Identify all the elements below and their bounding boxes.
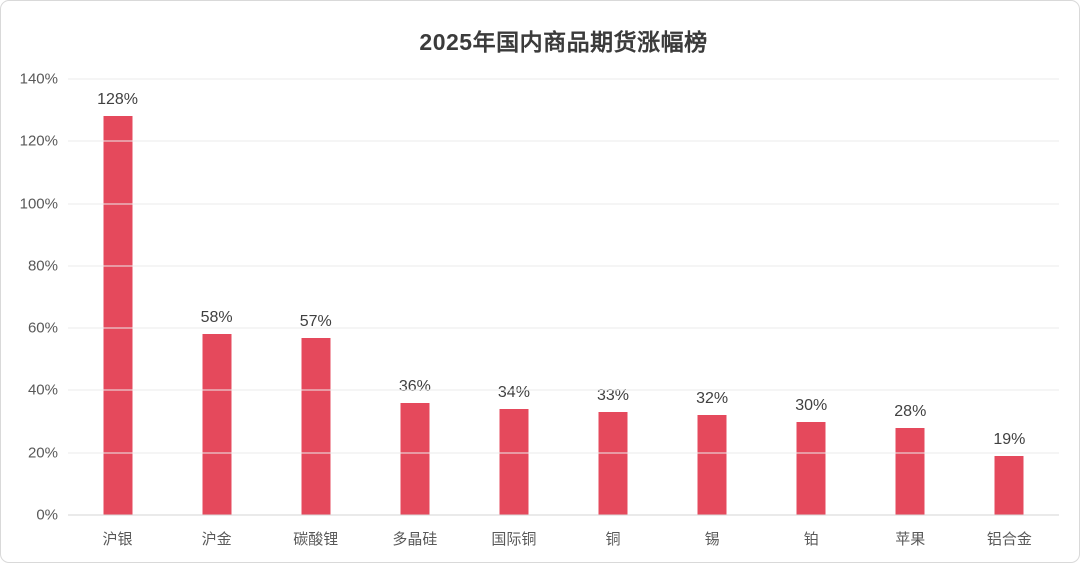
bar-data-label: 33% — [597, 387, 630, 405]
category-slot: 58% 沪金 — [167, 79, 266, 548]
y-axis-tick-label: 140% — [19, 70, 58, 88]
category-slot: 128% 沪银 — [68, 79, 167, 548]
bar-data-label: 36% — [398, 377, 431, 395]
x-axis-category-label: 多晶硅 — [392, 531, 438, 548]
gridline — [68, 140, 1059, 142]
x-axis-category-label: 沪银 — [102, 531, 133, 548]
x-axis-category-label: 国际铜 — [491, 531, 537, 548]
y-axis-tick-label: 60% — [27, 319, 58, 337]
bar — [499, 409, 529, 515]
gridline — [68, 265, 1059, 267]
bar-data-label: 34% — [497, 384, 530, 402]
x-axis-category-label: 沪金 — [201, 531, 232, 548]
bar — [796, 421, 826, 515]
x-axis-category-label: 碳酸锂 — [293, 531, 339, 548]
bar-data-label: 19% — [993, 430, 1026, 448]
gridline — [68, 452, 1059, 454]
bar — [697, 415, 727, 515]
gridline — [68, 327, 1059, 329]
bar-data-label: 58% — [200, 309, 233, 327]
gridline — [68, 389, 1059, 391]
bar — [994, 455, 1024, 515]
bar-data-label: 57% — [299, 312, 332, 330]
y-axis-tick-label: 20% — [27, 444, 58, 462]
y-axis-tick-label: 80% — [27, 257, 58, 275]
category-slot: 57% 碳酸锂 — [266, 79, 365, 549]
bar-data-label: 30% — [795, 396, 828, 414]
category-slot: 32% 锡 — [663, 79, 762, 548]
category-slot: 19% 铝合金 — [960, 79, 1059, 548]
chart-title: 2025年国内商品期货涨幅榜 — [419, 29, 708, 55]
bar-data-label: 32% — [696, 390, 729, 408]
y-axis-tick-label: 40% — [27, 381, 58, 399]
y-axis-tick-label: 0% — [36, 506, 58, 524]
category-slot: 28% 苹果 — [861, 79, 960, 548]
y-axis-tick-label: 100% — [19, 195, 58, 213]
category-slot: 30% 铂 — [762, 79, 861, 548]
x-axis-category-label: 铜 — [605, 531, 621, 548]
x-axis-category-label: 苹果 — [895, 531, 926, 548]
bar — [202, 334, 232, 515]
x-axis-baseline — [68, 514, 1059, 516]
category-slot: 36% 多晶硅 — [365, 79, 464, 548]
bars-row: 128% 沪银 58% 沪金 57% 碳酸锂 36% 多晶硅 34% 国际铜 33% 铜 32% 锡 30%… — [68, 79, 1059, 549]
gridline — [68, 78, 1059, 80]
y-axis-tick-label: 120% — [19, 132, 58, 150]
category-slot: 33% 铜 — [563, 79, 662, 548]
bar — [301, 337, 331, 515]
x-axis-category-label: 锡 — [704, 531, 720, 548]
category-slot: 34% 国际铜 — [464, 79, 563, 548]
gridline — [68, 203, 1059, 205]
bar — [598, 412, 628, 515]
bar — [400, 402, 430, 515]
bar — [103, 116, 133, 515]
x-axis-category-label: 铂 — [803, 531, 819, 548]
bar — [895, 427, 925, 515]
bar-data-label: 128% — [97, 91, 138, 109]
bar-data-label: 28% — [894, 402, 927, 420]
x-axis-category-label: 铝合金 — [986, 531, 1032, 548]
plot-area: 128% 沪银 58% 沪金 57% 碳酸锂 36% 多晶硅 34% 国际铜 33% 铜 32% 锡 30%… — [20, 71, 1059, 549]
